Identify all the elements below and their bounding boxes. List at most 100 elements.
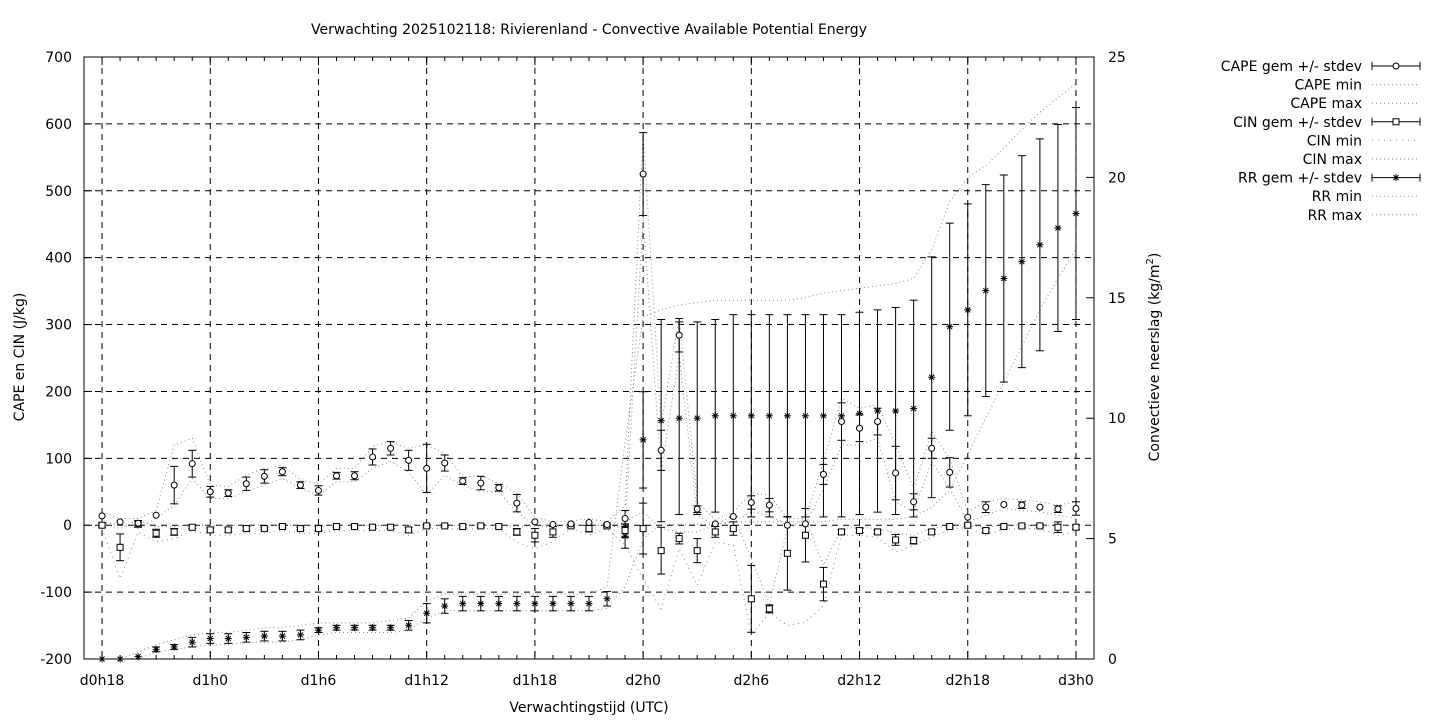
y2-axis-label-sup: 2 — [1145, 258, 1156, 264]
star-stroke — [369, 624, 376, 631]
cin-point — [314, 525, 323, 533]
cin-point — [693, 538, 702, 564]
cape-marker — [711, 520, 719, 528]
rr-point — [639, 391, 648, 489]
cape-point — [819, 463, 828, 485]
star-stroke — [495, 600, 502, 607]
star-stroke — [1037, 241, 1043, 248]
cin-point — [152, 528, 161, 538]
cape-marker — [982, 503, 990, 511]
cape-point — [260, 469, 269, 484]
star-stroke — [640, 437, 646, 443]
cin-marker — [1072, 523, 1080, 531]
rr-marker — [278, 632, 286, 640]
rr-point — [566, 595, 575, 612]
legend-sample-marker — [1392, 174, 1400, 182]
cape-marker — [856, 424, 864, 432]
y2-axis-label: Convectieve neerslag (kg/m2) — [1145, 253, 1163, 462]
cin-point — [116, 533, 125, 562]
cin-marker — [116, 543, 124, 551]
y2-tick-label: 0 — [1108, 652, 1117, 668]
cape-marker — [693, 505, 701, 513]
cin-point — [945, 523, 954, 531]
cin-marker — [819, 580, 827, 588]
rr-marker — [711, 412, 719, 420]
cape-point — [765, 497, 774, 513]
cape-point — [440, 454, 449, 472]
cin-marker — [441, 522, 449, 530]
rr-point — [729, 314, 738, 518]
cin-point — [855, 527, 864, 535]
legend-label: CIN max — [1303, 152, 1362, 168]
cin-marker — [260, 525, 268, 533]
rr-marker — [1072, 210, 1080, 218]
rr-marker — [603, 595, 611, 603]
x-tick-label: d2h0 — [625, 673, 661, 689]
star-stroke — [964, 306, 971, 313]
cin-point — [98, 521, 107, 529]
rr-marker — [1018, 258, 1026, 266]
plot-series — [98, 83, 1080, 663]
x-axis-label: Verwachtingstijd (UTC) — [509, 700, 668, 716]
rr-point — [548, 595, 557, 612]
legend-item: CAPE min — [1295, 78, 1420, 94]
rr-marker — [405, 621, 413, 629]
cape-marker — [747, 498, 755, 506]
star-stroke — [333, 624, 340, 631]
cape-point — [891, 445, 900, 501]
star-stroke — [279, 633, 286, 639]
cape-point — [657, 429, 666, 471]
legend: CAPE gem +/- stdev CAPE min CAPE max CIN ge… — [1221, 59, 1421, 224]
rr-point — [819, 314, 828, 518]
cin-point — [675, 532, 684, 545]
cape-marker — [765, 501, 773, 509]
cape-marker — [405, 456, 413, 464]
cin-point — [819, 566, 828, 602]
cin-point — [242, 525, 251, 533]
x-tick-label: d1h18 — [513, 673, 557, 689]
cin-marker — [982, 527, 990, 535]
cape-point — [116, 518, 124, 526]
rr-marker — [441, 602, 449, 610]
cin-marker — [477, 522, 485, 530]
cape-point — [224, 489, 233, 497]
cape-marker — [260, 472, 268, 480]
cape-marker — [477, 479, 485, 487]
cape-marker — [910, 498, 918, 506]
rr-point — [458, 595, 467, 612]
legend-label: RR gem +/- stdev — [1238, 171, 1362, 187]
cin-point — [422, 522, 431, 530]
cape-point — [98, 512, 106, 520]
rr-marker — [1000, 275, 1008, 283]
legend-item: RR min — [1312, 189, 1420, 205]
star-stroke — [351, 624, 358, 631]
star-stroke — [459, 600, 466, 607]
rr-marker — [675, 414, 683, 422]
cape-point — [368, 448, 377, 466]
cin-marker — [964, 521, 972, 529]
cape-point — [512, 493, 521, 513]
cin-point — [963, 521, 972, 529]
cin-point — [260, 525, 269, 533]
star-stroke — [514, 600, 520, 607]
rr-marker — [423, 609, 431, 617]
legend-sample-marker — [1392, 62, 1400, 70]
cape-point — [350, 471, 359, 481]
cin-point — [891, 534, 900, 546]
cape-point — [927, 437, 936, 459]
y-tick-label: 500 — [45, 184, 72, 200]
cape-point — [747, 495, 756, 510]
cape-marker — [1000, 500, 1008, 508]
cape-point — [981, 501, 990, 514]
cape-marker — [423, 464, 431, 472]
chart-title: Verwachting 2025102118: Rivierenland - C… — [311, 22, 867, 38]
star-stroke — [405, 622, 412, 629]
star-stroke — [1055, 225, 1061, 231]
cin-marker — [278, 523, 286, 531]
legend-label: CAPE max — [1290, 96, 1362, 112]
rr-point — [404, 619, 413, 631]
rr-max-line — [102, 83, 1077, 660]
rr-marker — [783, 412, 791, 420]
cape-marker — [675, 331, 683, 339]
cin-point — [368, 523, 377, 531]
